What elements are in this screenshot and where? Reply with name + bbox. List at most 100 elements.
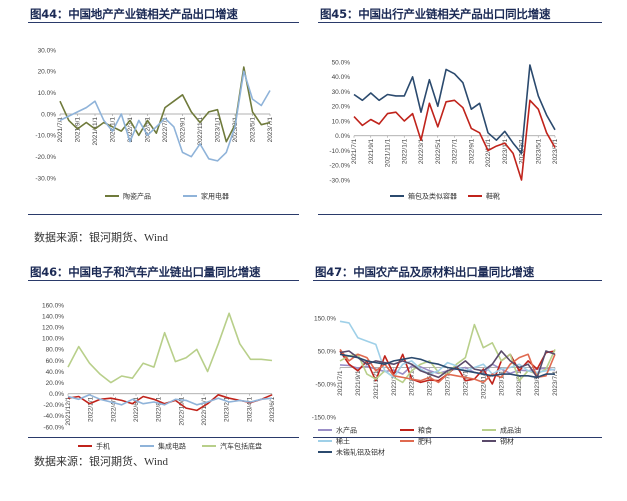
chart-title-45: 图45：中国出行产业链相关产品出口同比增速 (320, 7, 551, 21)
bottom-rule-right-1 (318, 214, 602, 215)
x-tick-label: 2022/2/1 (88, 396, 95, 422)
y-tick-label: 0.0% (49, 391, 64, 398)
x-tick-label: 2022/11/1 (485, 138, 492, 167)
chart-title-46: 图46：中国电子和汽车产业链出口量同比增速 (30, 265, 261, 279)
x-tick-label: 2022/4/1 (110, 396, 117, 422)
y-tick-label: 20.0% (46, 380, 65, 387)
x-tick-label: 2023/1/1 (502, 138, 509, 164)
legend-label: 家用电器 (201, 192, 229, 201)
y-tick-label: 40.0% (46, 369, 65, 376)
y-tick-label: 50.0% (332, 59, 351, 66)
x-tick-label: 2022/9/1 (180, 117, 187, 143)
y-tick-label: 160.0% (42, 302, 64, 309)
data-source-top: 数据来源：银河期货、Wind (34, 232, 168, 244)
legend-label: 陶瓷产品 (123, 192, 151, 201)
x-tick-label: 2023/6/1 (269, 396, 276, 422)
y-tick-label: 150.0% (314, 315, 336, 322)
y-tick-label: 30.0% (38, 47, 57, 54)
series-line-1 (59, 70, 271, 162)
y-tick-label: -40.0% (43, 413, 64, 420)
legend-label: 箱包及类似容器 (408, 192, 457, 201)
x-tick-label: 2023/3/1 (232, 117, 239, 143)
x-tick-label: 2022/11/1 (480, 370, 487, 399)
x-tick-label: 2021/7/1 (57, 117, 64, 143)
x-tick-label: 2021/11/1 (92, 117, 99, 146)
x-tick-label: 2022/9/1 (462, 370, 469, 396)
data-source-bottom: 数据来源：银河期货、Wind (34, 456, 168, 468)
legend-label: 稀土 (336, 437, 350, 446)
bottom-rule-left-1 (28, 214, 299, 215)
y-tick-label: 30.0% (332, 89, 351, 96)
x-tick-label: 2022/7/1 (452, 138, 459, 164)
x-tick-label: 2021/9/1 (368, 138, 375, 164)
x-tick-label: 2022/5/1 (427, 370, 434, 396)
y-tick-label: -60.0% (43, 424, 64, 431)
x-tick-label: 2023/3/1 (516, 370, 523, 396)
y-tick-label: -20.0% (43, 402, 64, 409)
x-tick-label: 2022/8/1 (156, 396, 163, 422)
x-tick-label: 2023/5/1 (535, 138, 542, 164)
y-tick-label: -150.0% (312, 414, 336, 421)
chart-title-47: 图47：中国农产品及原材料出口量同比增速 (315, 265, 535, 279)
x-tick-label: 2022/3/1 (127, 117, 134, 143)
y-tick-label: 10.0% (332, 118, 351, 125)
series-line-3 (339, 320, 556, 379)
series-line-6 (339, 353, 555, 379)
series-line-0 (353, 64, 556, 155)
y-tick-label: 20.0% (332, 104, 351, 111)
x-tick-label: 2023/1/1 (215, 117, 222, 143)
x-tick-label: 2023/7/1 (552, 138, 559, 164)
y-tick-label: 120.0% (42, 324, 64, 331)
y-tick-label: 10.0% (38, 90, 57, 97)
x-tick-label: 2021/12/1 (65, 396, 72, 425)
y-tick-label: -50.0% (315, 381, 336, 388)
legend-label: 粮食 (418, 426, 432, 435)
series-line-5 (339, 350, 556, 379)
series-line-2 (67, 312, 273, 384)
series-line-4 (339, 348, 556, 384)
x-tick-label: 2023/2/1 (224, 396, 231, 422)
x-tick-label: 2022/9/1 (468, 138, 475, 164)
y-tick-label: -10.0% (329, 148, 350, 155)
top-rule-right-2 (313, 280, 602, 281)
x-tick-label: 2021/11/1 (385, 138, 392, 167)
y-tick-label: 140.0% (42, 313, 64, 320)
x-tick-label: 2023/4/1 (246, 396, 253, 422)
x-tick-label: 2022/3/1 (409, 370, 416, 396)
legend-label: 集成电路 (158, 442, 186, 451)
bottom-rule-right-2 (313, 437, 602, 438)
y-tick-label: 60.0% (46, 358, 65, 365)
y-tick-label: -20.0% (35, 154, 56, 161)
y-tick-label: 0.0% (41, 111, 56, 118)
y-tick-label: 100.0% (42, 336, 64, 343)
x-tick-label: 2023/1/1 (498, 370, 505, 396)
legend-label: 鞋靴 (486, 192, 500, 201)
legend-label: 汽车包括底盘 (220, 442, 262, 451)
x-tick-label: 2021/7/1 (337, 370, 344, 396)
x-tick-label: 2022/3/1 (418, 138, 425, 164)
top-rule-left-2 (28, 280, 299, 281)
x-tick-label: 2022/7/1 (162, 117, 169, 143)
series-line-1 (67, 393, 273, 406)
x-tick-label: 2021/7/1 (351, 138, 358, 164)
series-line-1 (353, 99, 556, 181)
x-tick-label: 2023/7/1 (267, 117, 274, 143)
x-tick-label: 2022/5/1 (435, 138, 442, 164)
legend-label: 肥料 (418, 437, 432, 446)
legend-label: 手机 (96, 442, 110, 451)
legend-label: 钢材 (500, 437, 514, 446)
legend-label: 成品油 (500, 426, 521, 435)
y-tick-label: 20.0% (38, 69, 57, 76)
x-tick-label: 2022/1/1 (391, 370, 398, 396)
x-tick-label: 2022/7/1 (445, 370, 452, 396)
x-tick-label: 2022/6/1 (133, 396, 140, 422)
y-tick-label: -30.0% (35, 175, 56, 182)
y-tick-label: 50.0% (318, 348, 337, 355)
bottom-rule-left-2 (28, 437, 299, 438)
y-tick-label: 40.0% (332, 74, 351, 81)
legend-label: 未锻轧铝及铝材 (336, 448, 385, 457)
y-tick-label: -10.0% (35, 133, 56, 140)
